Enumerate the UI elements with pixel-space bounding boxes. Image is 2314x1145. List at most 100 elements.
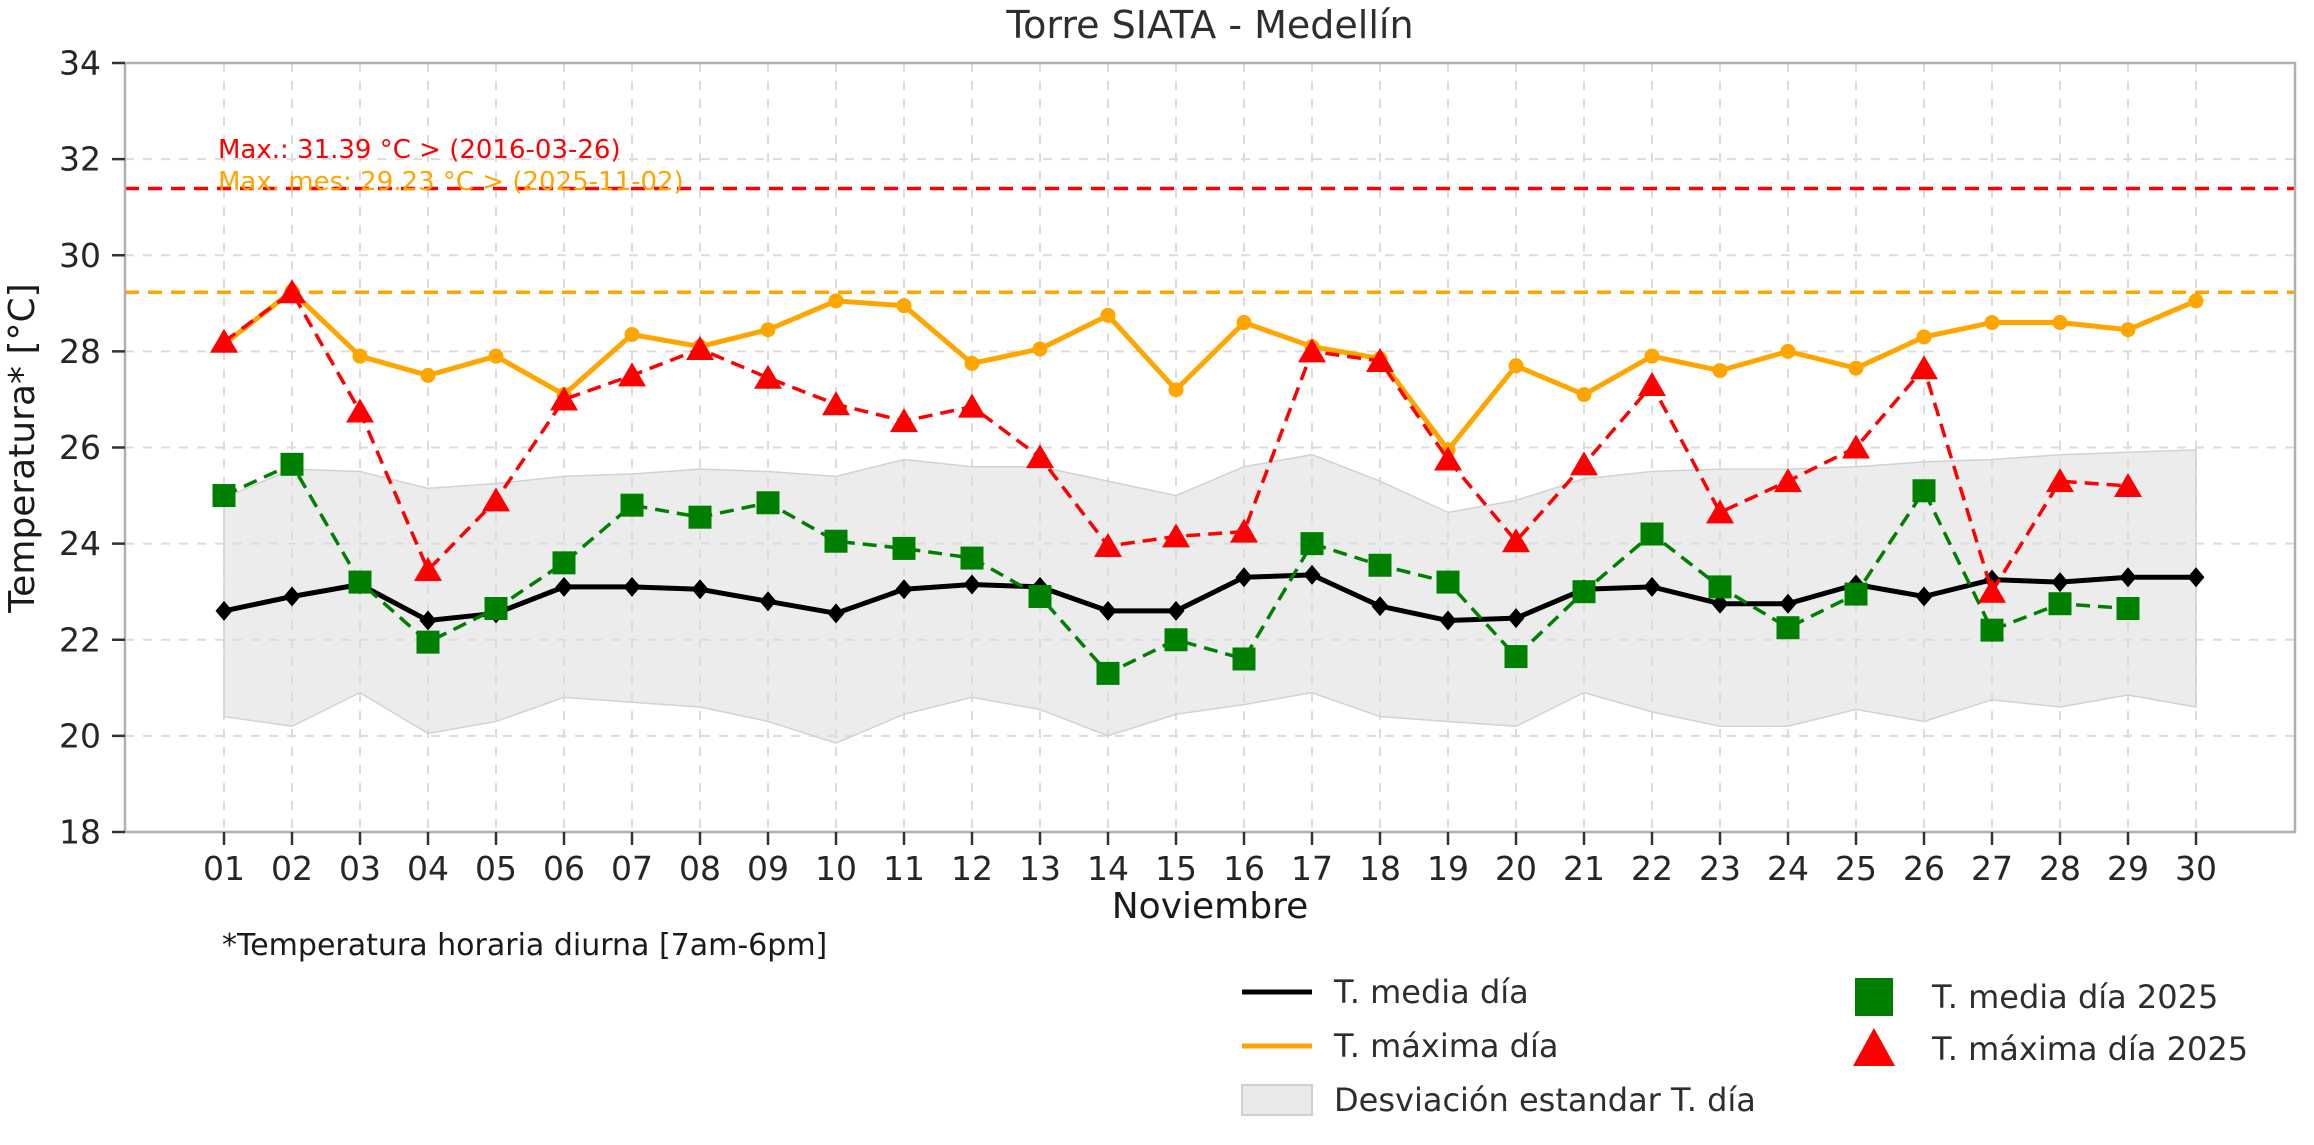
chart-title: Torre SIATA - Medellín [1005,3,1413,47]
x-tick-label: 26 [1903,849,1945,888]
t-media-dia-marker [215,600,233,621]
t-media-dia-marker [691,579,709,600]
t-media-dia-2025-marker [2048,592,2072,616]
x-tick-label: 15 [1155,849,1197,888]
t-maxima-dia-line [222,288,2197,453]
t-media-dia-marker [1371,596,1389,617]
t-maxima-dia-2025-marker [1570,451,1598,476]
t-maxima-dia-2025-marker [1026,444,1054,469]
y-tick-label: 32 [59,140,101,179]
t-media-dia-2025-marker [960,546,984,570]
x-tick-label: 01 [203,849,245,888]
y-tick-label: 20 [59,716,101,755]
x-tick-label: 30 [2175,849,2217,888]
t-media-dia-2025-marker [824,529,848,553]
t-media-dia-marker [1915,586,1933,607]
x-tick-label: 25 [1835,849,1877,888]
x-axis-label: Noviembre [1112,886,1309,927]
reference-lines [125,186,2295,295]
legend-label-t-maxima-dia-2025: T. máxima día 2025 [1931,1030,2248,1068]
x-tick-label: 06 [543,849,585,888]
y-tick-label: 34 [59,44,101,83]
t-media-dia-marker [895,579,913,600]
t-media-dia-2025-marker [1232,647,1256,671]
t-maxima-dia-2025-marker [1366,347,1394,372]
t-maxima-dia-marker [1848,360,1864,376]
legend-gray-patch-swatch [1241,1084,1313,1116]
t-maxima-dia-2025-marker [1298,338,1326,363]
y-tick-label: 26 [59,428,101,467]
t-maxima-dia-2025-marker [890,408,918,433]
t-media-dia-marker [1439,610,1457,631]
t-maxima-dia-marker [760,322,776,338]
t-media-dia-2025-marker [1980,618,2004,642]
t-maxima-dia-2025-marker [550,386,578,411]
t-media-dia-marker [1643,576,1661,597]
x-tick-label: 12 [951,849,993,888]
y-tick-label: 24 [59,524,101,563]
t-media-dia-2025-marker [1844,582,1868,606]
t-maxima-dia-2025-marker [754,364,782,389]
t-media-dia-2025-marker [1504,645,1528,669]
t-maxima-dia-marker [1100,307,1116,323]
t-maxima-dia-marker [1032,341,1048,357]
t-maxima-dia-marker [828,293,844,309]
t-media-dia-marker [2187,567,2205,588]
t-maxima-dia-marker [1984,315,2000,331]
t-media-dia-marker [1235,567,1253,588]
t-media-dia-2025-marker [1776,616,1800,640]
x-tick-label: 22 [1631,849,1673,888]
t-maxima-dia-marker [2052,315,2068,331]
t-media-dia-2025-marker [1096,661,1120,685]
y-tick-label: 22 [59,620,101,659]
t-media-dia-marker [555,576,573,597]
legend-label-t-maxima-dia: T. máxima día [1333,1027,1558,1065]
x-tick-label: 18 [1359,849,1401,888]
t-maxima-dia-marker [1780,343,1796,359]
t-media-dia-2025-marker [1300,532,1324,556]
x-tick-label: 20 [1495,849,1537,888]
t-maxima-dia-2025-marker [1978,578,2006,603]
t-maxima-dia-2025-marker [414,557,442,582]
t-media-dia-2025-marker [892,536,916,560]
t-maxima-dia-2025-marker [210,328,238,353]
t-maxima-dia-2025-marker [1094,533,1122,558]
t-maxima-dia-marker [1712,363,1728,379]
t-maxima-dia-2025-marker [1230,518,1258,543]
axes-frame [112,61,2297,845]
t-media-dia-marker [2051,572,2069,593]
x-tick-label: 08 [679,849,721,888]
x-tick-label: 19 [1427,849,1469,888]
t-media-dia-2025-marker [1436,570,1460,594]
t-maxima-dia-marker [1916,329,1932,345]
t-media-dia-2025-marker [1572,580,1596,604]
data-series [210,279,2205,685]
y-tick-label: 30 [59,236,101,275]
t-maxima-dia-2025-marker [278,279,306,304]
footnote: *Temperatura horaria diurna [7am-6pm] [222,928,827,963]
t-media-dia-marker [759,591,777,612]
t-media-dia-2025-marker [620,493,644,517]
t-media-dia-marker [963,574,981,595]
t-media-dia-marker [1507,608,1525,629]
x-tick-label: 13 [1019,849,1061,888]
x-tick-label: 21 [1563,849,1605,888]
x-tick-label: 05 [475,849,517,888]
t-media-dia-2025-marker [1912,479,1936,503]
t-maxima-dia-2025-marker [346,398,374,423]
x-tick-label: 14 [1087,849,1129,888]
t-media-dia-marker [1303,564,1321,585]
t-media-dia-marker [1711,593,1729,614]
t-media-dia-2025-marker [1708,575,1732,599]
t-maxima-dia-marker [1508,358,1524,374]
t-media-dia-marker [419,610,437,631]
t-maxima-dia-2025-marker [1502,528,1530,553]
t-media-dia-marker [1099,600,1117,621]
record-max-annotation: Max.: 31.39 °C > (2016-03-26) [218,135,621,165]
t-maxima-dia-2025-marker [822,391,850,416]
legend-label-t-media-dia-2025: T. media día 2025 [1931,978,2218,1016]
t-maxima-dia-marker [2120,322,2136,338]
t-media-dia-2025-marker [688,505,712,529]
